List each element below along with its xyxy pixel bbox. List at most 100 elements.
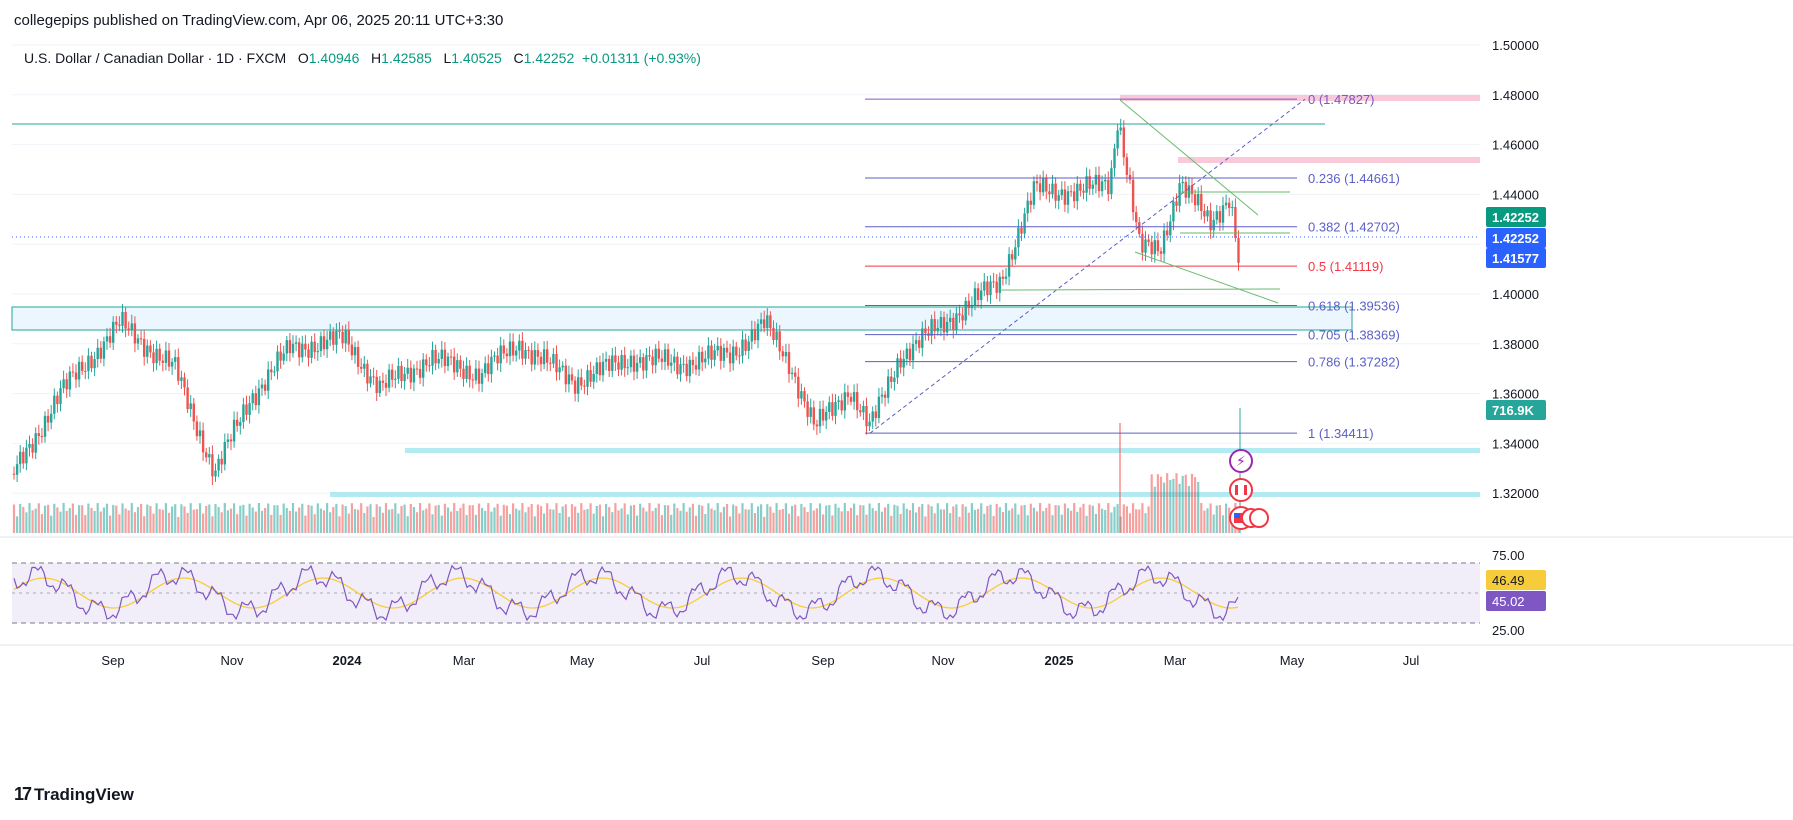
volume-bar — [512, 503, 515, 533]
candle-body — [648, 355, 651, 357]
volume-bar — [744, 509, 747, 533]
candle-body — [366, 363, 369, 384]
volume-bar — [800, 503, 803, 533]
volume-bar — [1172, 478, 1175, 533]
volume-bar — [992, 516, 995, 533]
volume-bar — [663, 505, 667, 533]
volume-bar — [521, 503, 524, 533]
candle-body — [502, 345, 505, 354]
candle-body — [713, 350, 716, 360]
candle-body — [1051, 183, 1054, 195]
candle-body — [555, 354, 558, 373]
volume-bar — [899, 514, 902, 533]
candle-body — [787, 352, 791, 375]
volume-bar — [279, 514, 282, 533]
candle-body — [174, 357, 177, 362]
fib-retracement[interactable]: 0 (1.47827) 0.236 (1.44661) 0.382 (1.42702… — [865, 92, 1400, 441]
candle-body — [505, 353, 509, 357]
volume-bar — [564, 504, 567, 533]
volume-bar — [431, 514, 434, 533]
volume-bar — [211, 516, 214, 533]
volume-bar — [995, 503, 998, 533]
volume-bar — [465, 514, 468, 533]
price-axis[interactable]: 1.500001.480001.460001.440001.420001.400… — [1486, 38, 1546, 638]
time-axis[interactable]: Sep Nov 2024 Mar May Jul Sep Nov 2025 Mar May Jul — [0, 644, 1793, 668]
candle-body — [942, 317, 946, 333]
candle-body — [1079, 183, 1082, 191]
volume-bar — [871, 508, 874, 533]
candle-body — [716, 345, 719, 351]
lightning-icon[interactable]: ⚡ — [1229, 449, 1253, 473]
volume-bar — [983, 513, 986, 533]
candle-body — [1224, 202, 1228, 206]
candle-body — [81, 361, 84, 371]
volume-bar — [636, 515, 639, 533]
volume-bar — [691, 503, 694, 533]
candle-body — [431, 349, 434, 366]
candle-body — [945, 321, 949, 333]
candle-body — [818, 408, 822, 427]
candle-body — [611, 355, 614, 371]
volume-bar — [282, 503, 285, 533]
volume-bar — [918, 506, 921, 533]
price-badge — [1486, 207, 1546, 227]
candle-body — [1004, 276, 1008, 279]
volume-bar — [614, 503, 617, 533]
event-icons[interactable]: ⚡ — [1229, 449, 1269, 530]
candle-body — [1237, 237, 1240, 263]
volume-bar — [632, 504, 636, 533]
time-tick-label: May — [570, 653, 595, 668]
candle-body — [821, 408, 825, 421]
volume-bar — [474, 514, 477, 533]
candle-body — [673, 356, 676, 363]
flag-center — [1238, 485, 1244, 495]
volume-bar — [22, 506, 25, 533]
candle-body — [521, 340, 524, 359]
volume-bar — [809, 503, 812, 533]
candle-body — [623, 354, 626, 369]
volume-bar — [561, 506, 564, 533]
candle-body — [533, 350, 536, 365]
volume-bar — [791, 505, 794, 533]
fib-level-label: 0.786 (1.37282) — [1308, 355, 1400, 370]
volume-bar — [797, 516, 800, 533]
candle-body — [381, 380, 385, 383]
candle-body — [143, 338, 146, 357]
volume-bar — [952, 506, 955, 533]
candle-body — [449, 356, 453, 358]
volume-bar — [601, 516, 605, 533]
volume-bar — [130, 503, 133, 533]
canada-flag-icon[interactable] — [1229, 478, 1253, 502]
candle-body — [208, 454, 211, 458]
candle-body — [391, 369, 394, 380]
volume-bar — [760, 504, 763, 533]
volume-bar — [1051, 515, 1054, 533]
candle-body — [369, 376, 372, 384]
volume-bar — [158, 509, 161, 533]
volume-bar — [481, 508, 484, 533]
volume-bar — [81, 505, 84, 533]
time-tick-label: May — [1280, 653, 1305, 668]
candle-body — [344, 329, 347, 344]
time-tick-label: Nov — [220, 653, 244, 668]
volume-bar — [248, 503, 251, 533]
candle-body — [56, 395, 59, 405]
volume-bar — [998, 507, 1001, 533]
volume-bar — [679, 510, 682, 533]
candle-body — [127, 328, 130, 330]
candle-body — [766, 315, 769, 329]
volume-bar — [964, 506, 967, 533]
candle-body — [958, 313, 961, 316]
candle-body — [1045, 178, 1048, 192]
volume-bar — [43, 505, 47, 533]
candle-body — [347, 329, 350, 345]
volume-bar — [970, 503, 973, 533]
volume-bar — [1011, 508, 1014, 533]
volume-bar — [313, 514, 316, 533]
volume-bar — [896, 505, 899, 533]
volume-bar — [233, 503, 236, 533]
volume-bar — [307, 504, 310, 533]
volume-bar — [59, 511, 62, 533]
candle-body — [1085, 176, 1088, 193]
